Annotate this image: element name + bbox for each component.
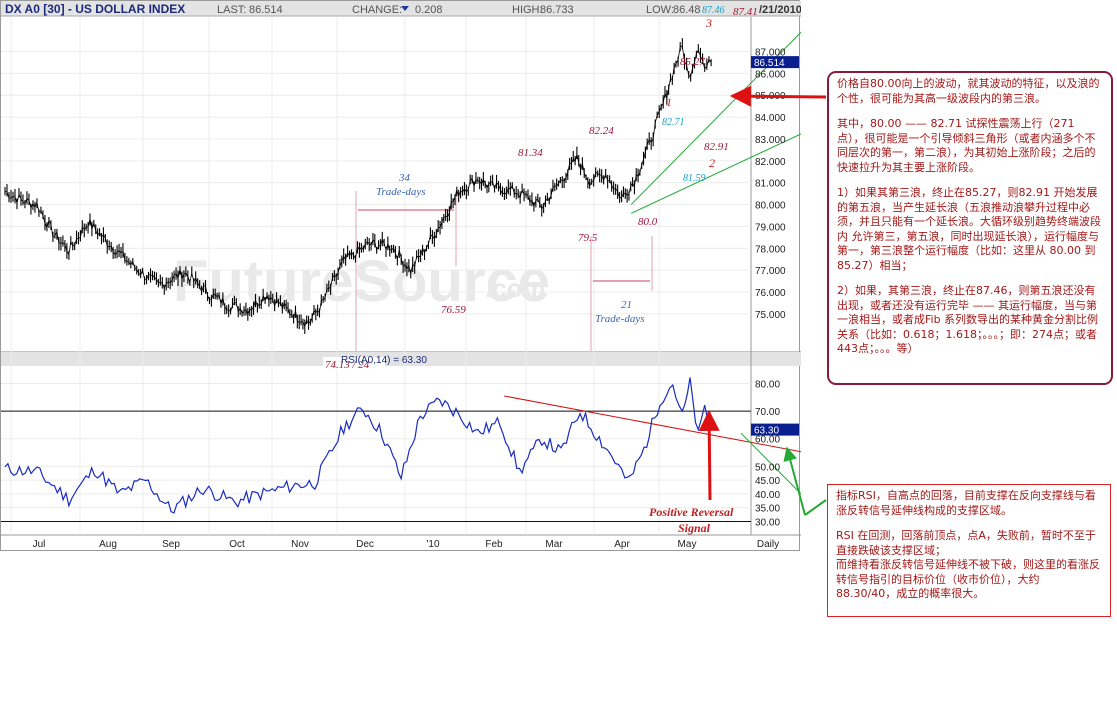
x-tick-label: '10 [426,539,439,550]
date-value: /21/2010 [759,4,801,16]
annotation-layer: 74.13 / 24 76.59 79.5 80.0 81.34 82.24 85.27 87… [323,5,758,535]
price-tick-label: 75.000 [755,310,786,321]
price-annotation: 82.24 [589,125,614,137]
x-tick-label: Daily [757,539,779,550]
price-annotation: 76.59 [441,304,466,316]
low-value: 86.48 [673,4,701,16]
trend-channel-lower [631,133,801,214]
price-annotation: 34 [398,172,411,184]
price-annotation: 21 [621,299,632,311]
price-tick-label: 83.000 [755,135,786,146]
analysis-note-rsi: 指标RSI，自高点的回落，目前支撑在反向支撑线与看涨反转信号延伸线构成的支撑区域… [827,484,1111,617]
x-tick-label: Nov [291,539,309,550]
rsi-tick-label: 80.00 [755,380,780,391]
chart-svg: DX A0 [30] - US DOLLAR INDEX LAST: 86.51… [1,1,801,550]
x-tick-label: Aug [99,539,117,550]
price-annotation: 82.91 [704,141,729,153]
price-annotation: 81.59 [683,173,706,184]
signal-annotation: Signal [678,521,711,535]
price-annotation: Trade-days [595,313,645,325]
rsi-resistance-line [503,395,801,453]
note2-paragraph: 而维持看涨反转信号延伸线不被下破，则这里的看涨反转信号指引的目标价位（收市价位）… [836,558,1100,600]
price-annotation: 87.46 [702,5,725,16]
rsi-line [4,377,712,514]
symbol-title: DX A0 [30] - US DOLLAR INDEX [5,2,185,16]
price-annotation: 3 [705,16,712,30]
watermark-suffix: .com [485,273,546,303]
price-tick-label: 78.000 [755,244,786,255]
price-tick-label: 81.000 [755,179,786,190]
series-layer [4,38,712,514]
rsi-header-bar [1,352,801,366]
change-value: 0.208 [415,4,443,16]
price-annotation: 81.34 [518,147,543,159]
x-tick-label: Dec [356,539,374,550]
price-tick-label: 79.000 [755,222,786,233]
signal-annotation: Positive Reversal [649,505,734,519]
note2-arrow-a [804,499,827,516]
price-annotation: 1 [666,95,672,109]
price-tick-label: 85.000 [755,91,786,102]
note1-paragraph: 价格自80.00向上的波动，就其波动的特征，以及浪的个性，很可能为其高一级波段内… [837,77,1100,105]
rsi-last-tag-label: 63.30 [754,426,779,437]
high-label: HIGH: [512,4,543,16]
rsi-tick-label: 40.00 [755,490,780,501]
x-tick-label: Feb [485,539,503,550]
price-tick-label: 76.000 [755,288,786,299]
annotation-backdrop [323,357,385,371]
chart-frame: DX A0 [30] - US DOLLAR INDEX LAST: 86.51… [0,0,801,551]
last-value: 86.514 [249,4,283,16]
price-tick-label: 87.000 [755,47,786,58]
price-close-line [4,45,712,328]
rsi-tick-label: 70.00 [755,407,780,418]
rsi-tick-label: 60.00 [755,435,780,446]
rsi-last-tag [751,423,799,436]
price-annotation: 2 [709,156,715,170]
analysis-note-wave: 价格自80.00向上的波动，就其波动的特征，以及浪的个性，很可能为其高一级波段内… [827,71,1113,385]
x-tick-label: May [678,539,697,550]
x-tick-label: Apr [614,539,630,550]
note1-paragraph: 2）如果，其第三浪，终止在87.46，则第五浪还没有出现，或者还没有运行完毕 —… [837,284,1099,355]
price-tick-label: 80.000 [755,201,786,212]
note2-paragraph: RSI 在回测，回落前顶点，点A，失败前，暂时不至于直接跌破该支撑区域； [836,529,1096,557]
rsi-tick-label: 50.00 [755,462,780,473]
price-tick-label: 84.000 [755,113,786,124]
price-tick-label: 77.000 [755,266,786,277]
price-annotation: 87.41 [733,6,758,18]
rsi-tick-label: 35.00 [755,504,780,515]
axis-layer: Jul Aug Sep Oct Nov Dec '10 Feb Mar Apr May Daily 87… [33,47,799,550]
x-tick-label: Jul [33,539,46,550]
change-down-icon [401,6,409,11]
rsi-tick-label: 30.00 [755,517,780,528]
low-label: LOW: [646,4,674,16]
change-label: CHANGE: [352,4,402,16]
high-value: 86.733 [540,4,574,16]
price-last-tag-label: 86.514 [754,58,785,69]
price-annotation: 82.71 [662,117,685,128]
rsi-legend: RSI(A0,14) = 63.30 [341,355,427,366]
header-bar [1,1,801,16]
price-annotation: Trade-days [376,186,426,198]
price-annotation: 74.13 / 24 [325,359,370,371]
note1-paragraph: 1）如果其第三浪，终止在85.27，则82.91 开始发展的第五浪，当产生延长浪… [837,186,1101,272]
price-annotation: 85.27 [680,56,705,68]
price-annotation: 79.5 [578,232,598,244]
price-annotation: 80.0 [638,216,658,228]
price-last-tag [751,56,799,69]
note1-paragraph: 其中，80.00 —— 82.71 试探性震荡上行（271 点），很可能是一个引… [837,117,1096,174]
price-tick-label: 82.000 [755,157,786,168]
grid-layer [1,17,751,535]
note2-paragraph: 指标RSI，自高点的回落，目前支撑在反向支撑线与看涨反转信号延伸线构成的支撑区域… [836,489,1096,517]
rsi-tick-label: 45.00 [755,476,780,487]
last-label: LAST: [217,4,246,16]
x-tick-label: Oct [229,539,245,550]
price-tick-label: 86.000 [755,69,786,80]
x-tick-label: Mar [545,539,563,550]
x-tick-label: Sep [162,539,180,550]
